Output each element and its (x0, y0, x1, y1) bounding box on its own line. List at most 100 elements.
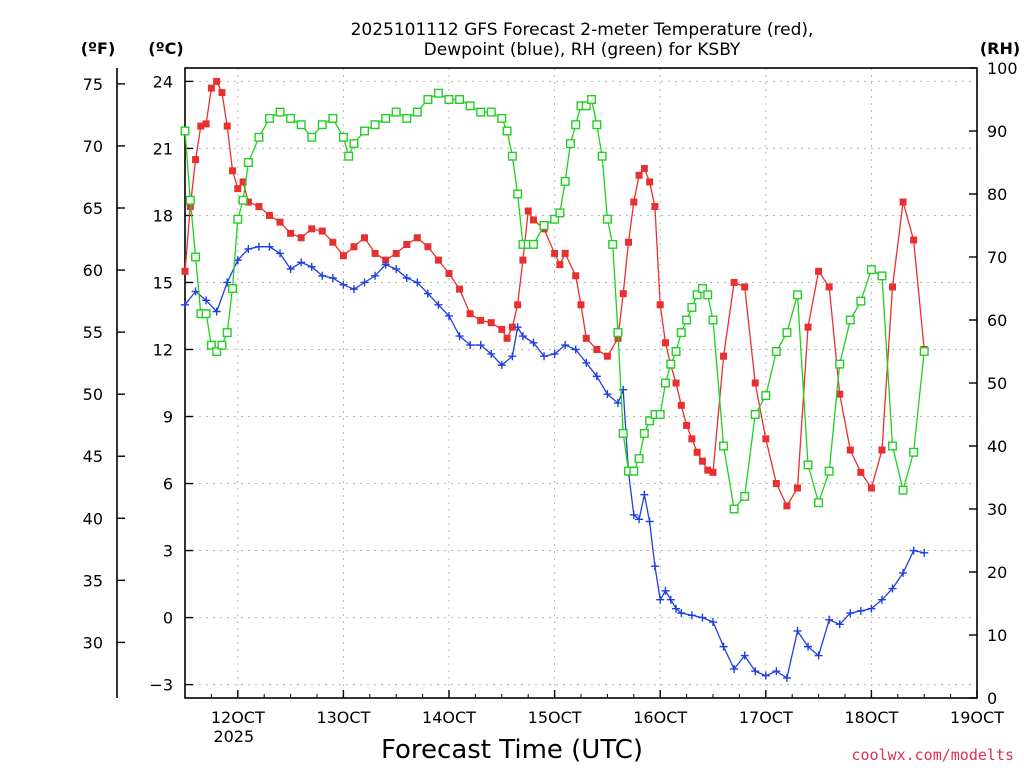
temperature-point (508, 323, 516, 331)
rh-point (233, 214, 243, 224)
temperature-point (339, 252, 347, 260)
dewpoint-point (782, 673, 791, 682)
dewpoint-point (307, 262, 316, 271)
temperature-point (213, 77, 221, 85)
rh-point (565, 139, 575, 149)
rh-tick-label: 30 (987, 500, 1007, 519)
rh-point (592, 120, 602, 130)
dewpoint-point (381, 260, 390, 269)
temperature-point (181, 267, 189, 275)
temperature-point (197, 122, 205, 130)
temperature-point (635, 171, 643, 179)
x-tick-label: 14OCT (422, 708, 476, 727)
data-series (180, 77, 929, 682)
dewpoint-point (513, 323, 522, 332)
dewpoint-point (466, 341, 475, 350)
rh-point (275, 107, 285, 117)
dewpoint-point (677, 609, 686, 618)
dewpoint-point (856, 606, 865, 615)
dewpoint-point (254, 242, 263, 251)
temperature-point (244, 198, 252, 206)
dewpoint-point (202, 296, 211, 305)
temperature-point (751, 379, 759, 387)
temperature-point (672, 379, 680, 387)
dewpoint-point (550, 349, 559, 358)
rh-point (344, 151, 354, 161)
dewpoint-point (360, 278, 369, 287)
celsius-tick-label: 15 (153, 273, 173, 292)
rh-point (919, 347, 929, 357)
dewpoint-point (867, 604, 876, 613)
temperature-point (202, 120, 210, 128)
rh-point (555, 208, 565, 218)
x-tick-label: 16OCT (633, 708, 687, 727)
temperature-point (772, 480, 780, 488)
gridlines (185, 68, 978, 698)
fahrenheit-tick-label: 50 (83, 385, 103, 404)
fahrenheit-tick-label: 40 (83, 509, 103, 528)
temperature-point (704, 466, 712, 474)
temperature-point (825, 283, 833, 291)
rh-point (666, 359, 676, 369)
temperature-point (192, 156, 200, 164)
temperature-point (572, 272, 580, 280)
rh-point (571, 120, 581, 130)
rh-point (349, 139, 359, 149)
temperature-point (651, 203, 659, 211)
temperature-point (867, 484, 875, 492)
temperature-point (593, 345, 601, 353)
dewpoint-line (184, 246, 925, 679)
rh-point (513, 189, 523, 199)
celsius-tick-label: 24 (153, 72, 173, 91)
temperature-point (857, 468, 865, 476)
rh-point (608, 239, 618, 249)
temperature-point (661, 339, 669, 347)
dewpoint-point (371, 271, 380, 280)
temperature-point (683, 421, 691, 429)
temperature-point (413, 234, 421, 242)
dewpoint-point (672, 604, 681, 613)
rh-point (328, 113, 338, 123)
dewpoint-point (719, 642, 728, 651)
rh-point (866, 265, 876, 275)
rh-point (782, 328, 792, 338)
temperature-point (255, 203, 263, 211)
temperature-point (308, 225, 316, 233)
series-temperature (181, 77, 928, 510)
rh-point (486, 107, 496, 117)
rh-point (222, 328, 232, 338)
rh-point (629, 466, 639, 476)
rh-point (217, 340, 227, 350)
dewpoint-point (751, 667, 760, 676)
temperature-point (630, 198, 638, 206)
dewpoint-point (804, 642, 813, 651)
dewpoint-point (423, 289, 432, 298)
series-dewpoint (181, 242, 929, 682)
temperature-point (218, 89, 226, 97)
dewpoint-point (392, 265, 401, 274)
rh-point (898, 485, 908, 495)
rh-point (613, 328, 623, 338)
rh-point (212, 347, 222, 357)
rh-point (317, 120, 327, 130)
rh-point (455, 94, 465, 104)
fahrenheit-axis-unit: (ºF) (81, 39, 116, 58)
rh-point (502, 126, 512, 136)
x-tick-sublabel: 2025 (213, 727, 254, 746)
dewpoint-point (909, 546, 918, 555)
temperature-point (434, 256, 442, 264)
temperature-point (688, 435, 696, 443)
rh-point (238, 195, 248, 205)
rh-point (708, 315, 718, 325)
temperature-point (487, 319, 495, 327)
dewpoint-point (318, 271, 327, 280)
celsius-tick-label: 21 (153, 139, 173, 158)
temperature-point (846, 446, 854, 454)
temperature-point (519, 256, 527, 264)
dewpoint-point (772, 667, 781, 676)
temperature-point (456, 285, 464, 293)
dewpoint-point (349, 285, 358, 294)
celsius-tick-label: 6 (163, 475, 173, 494)
dewpoint-point (561, 341, 570, 350)
